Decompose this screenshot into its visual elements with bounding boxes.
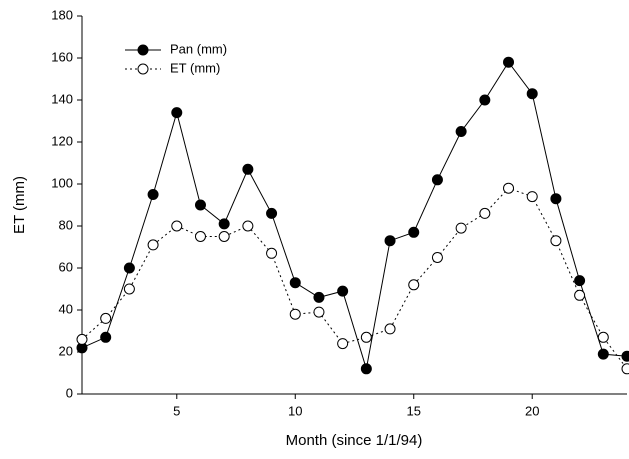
marker: [597, 348, 609, 360]
marker: [550, 235, 562, 247]
marker: [266, 207, 278, 219]
x-tick-label: 15: [407, 403, 421, 418]
marker: [147, 239, 159, 251]
marker: [337, 285, 349, 297]
y-tick-label: 0: [66, 385, 73, 400]
marker: [503, 56, 515, 68]
marker: [384, 235, 396, 247]
y-axis-title: ET (mm): [11, 176, 28, 234]
y-tick-label: 20: [59, 343, 73, 358]
x-axis-title: Month (since 1/1/94): [286, 432, 423, 449]
marker: [100, 331, 112, 343]
marker: [574, 289, 586, 301]
y-tick-label: 140: [51, 91, 73, 106]
marker: [76, 333, 88, 345]
marker: [431, 174, 443, 186]
marker: [289, 308, 301, 320]
x-tick-label: 20: [525, 403, 539, 418]
marker: [455, 126, 467, 137]
marker: [360, 363, 372, 375]
y-tick-label: 60: [59, 259, 73, 274]
marker: [123, 283, 135, 295]
marker: [313, 291, 325, 303]
marker: [100, 312, 112, 324]
marker: [171, 107, 183, 119]
marker: [621, 350, 629, 362]
marker: [218, 218, 230, 230]
marker: [408, 226, 420, 238]
marker: [479, 94, 491, 106]
y-tick-label: 100: [51, 175, 73, 190]
marker: [408, 279, 420, 291]
legend-label: Pan (mm): [170, 41, 227, 56]
y-tick-label: 80: [59, 217, 73, 232]
marker: [242, 163, 254, 175]
marker: [171, 220, 183, 232]
marker: [503, 182, 515, 194]
legend-label: ET (mm): [170, 60, 220, 75]
marker: [431, 252, 443, 263]
marker: [137, 44, 149, 56]
marker: [194, 231, 206, 242]
marker: [574, 275, 586, 287]
marker: [360, 331, 372, 343]
y-tick-label: 180: [51, 7, 73, 22]
marker: [597, 331, 609, 343]
marker: [526, 191, 538, 203]
marker: [147, 189, 159, 200]
x-tick-label: 5: [173, 403, 180, 418]
marker: [123, 262, 135, 274]
marker: [218, 231, 230, 242]
x-tick-label: 10: [288, 403, 302, 418]
y-tick-label: 40: [59, 301, 73, 316]
marker: [455, 222, 467, 234]
y-tick-label: 160: [51, 49, 73, 64]
marker: [242, 220, 254, 232]
series-line: [81, 187, 628, 370]
marker: [384, 323, 396, 335]
marker: [266, 247, 278, 259]
marker: [479, 207, 491, 219]
marker: [289, 277, 301, 289]
series-line: [81, 61, 628, 369]
marker: [337, 338, 349, 350]
marker: [526, 88, 538, 100]
marker: [137, 63, 149, 75]
marker: [194, 199, 206, 211]
marker: [313, 306, 325, 318]
marker: [621, 363, 629, 375]
marker: [550, 193, 562, 205]
y-tick-label: 120: [51, 133, 73, 148]
